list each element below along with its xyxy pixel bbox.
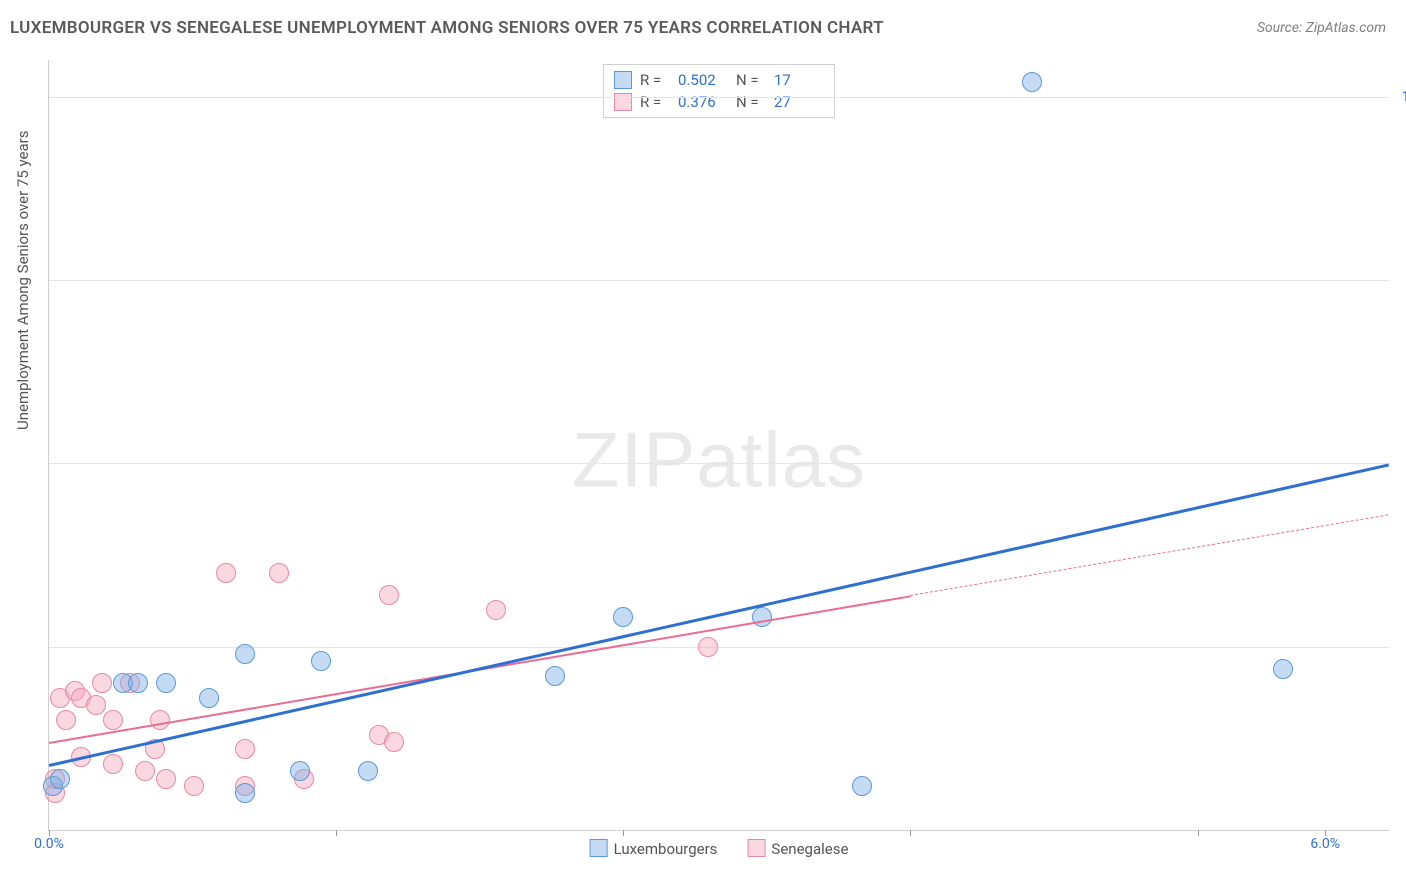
data-point [216,563,236,583]
legend-row-lux: R =0.502 N =17 [614,69,824,91]
gridline [49,463,1389,464]
y-tick-label: 50.0% [1397,455,1406,471]
data-point [486,600,506,620]
data-point [613,607,633,627]
data-point [92,673,112,693]
data-point [235,783,255,803]
data-point [752,607,772,627]
x-tick [336,830,337,836]
legend-item-sen: Senegalese [747,839,848,858]
data-point [135,761,155,781]
data-point [128,673,148,693]
data-point [199,688,219,708]
data-point [545,666,565,686]
correlation-legend: R =0.502 N =17 R =0.376 N =27 [603,64,835,118]
data-point [384,732,404,752]
data-point [1022,72,1042,92]
swatch-sen [747,839,765,857]
x-tick-label: 6.0% [1310,836,1340,852]
swatch-lux [590,839,608,857]
data-point [150,710,170,730]
source-attribution: Source: ZipAtlas.com [1257,20,1386,36]
data-point [184,776,204,796]
data-point [103,754,123,774]
y-tick-label: 75.0% [1397,272,1406,288]
data-point [358,761,378,781]
data-point [269,563,289,583]
scatter-plot: ZIPatlas R =0.502 N =17 R =0.376 N =27 L… [48,60,1389,831]
data-point [86,695,106,715]
y-tick-label: 25.0% [1397,639,1406,655]
x-tick [1198,830,1199,836]
data-point [379,585,399,605]
data-point [698,637,718,657]
legend-item-lux: Luxembourgers [590,839,718,858]
y-axis-label: Unemployment Among Seniors over 75 years [14,131,32,430]
data-point [56,710,76,730]
data-point [235,644,255,664]
series-legend: Luxembourgers Senegalese [590,839,849,858]
data-point [50,769,70,789]
gridline [49,280,1389,281]
watermark: ZIPatlas [572,415,866,506]
legend-row-sen: R =0.376 N =27 [614,91,824,113]
data-point [235,739,255,759]
data-point [103,710,123,730]
data-point [1273,659,1293,679]
x-tick-label: 0.0% [34,836,64,852]
data-point [311,651,331,671]
data-point [156,673,176,693]
x-tick [910,830,911,836]
x-tick [623,830,624,836]
data-point [156,769,176,789]
gridline [49,97,1389,98]
trend-line [49,463,1390,767]
data-point [852,776,872,796]
swatch-lux [614,71,632,89]
data-point [290,761,310,781]
chart-title: LUXEMBOURGER VS SENEGALESE UNEMPLOYMENT … [10,18,884,38]
y-tick-label: 100.0% [1397,89,1406,105]
